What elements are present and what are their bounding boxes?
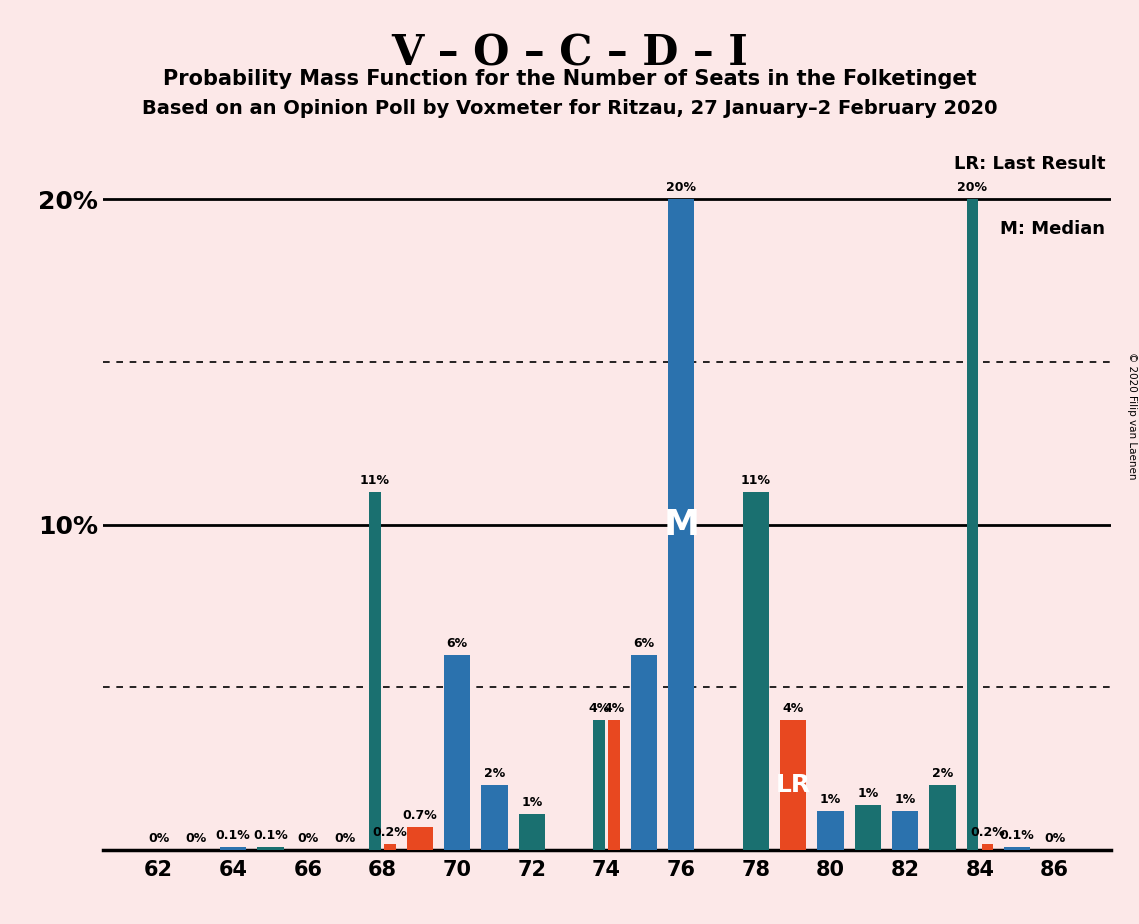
Text: 0.7%: 0.7% <box>402 809 437 822</box>
Text: 6%: 6% <box>446 637 468 650</box>
Bar <box>780 720 806 850</box>
Text: 20%: 20% <box>666 181 696 194</box>
Text: 1%: 1% <box>522 796 542 809</box>
Bar <box>631 655 657 850</box>
Bar <box>593 720 605 850</box>
Bar <box>444 655 470 850</box>
Text: 20%: 20% <box>958 181 988 194</box>
Bar <box>385 844 395 850</box>
Text: 0%: 0% <box>186 833 206 845</box>
Text: 0.2%: 0.2% <box>970 826 1005 839</box>
Bar <box>220 846 246 850</box>
Text: M: Median: M: Median <box>1000 220 1106 237</box>
Text: 0.2%: 0.2% <box>372 826 408 839</box>
Bar <box>929 785 956 850</box>
Text: 1%: 1% <box>894 793 916 806</box>
Bar <box>967 199 978 850</box>
Bar <box>608 720 620 850</box>
Text: 0.1%: 0.1% <box>1000 829 1034 842</box>
Text: 1%: 1% <box>858 786 878 799</box>
Text: 11%: 11% <box>360 474 390 487</box>
Text: 0.1%: 0.1% <box>215 829 251 842</box>
Text: 0.1%: 0.1% <box>253 829 288 842</box>
Bar <box>369 492 380 850</box>
Bar <box>407 827 433 850</box>
Text: 0%: 0% <box>1044 833 1065 845</box>
Text: M: M <box>663 507 699 541</box>
Text: Probability Mass Function for the Number of Seats in the Folketinget: Probability Mass Function for the Number… <box>163 69 976 90</box>
Text: 11%: 11% <box>740 474 771 487</box>
Text: 0%: 0% <box>148 833 169 845</box>
Text: LR: Last Result: LR: Last Result <box>954 155 1106 174</box>
Text: 4%: 4% <box>589 702 609 715</box>
Text: © 2020 Filip van Laenen: © 2020 Filip van Laenen <box>1126 352 1137 480</box>
Text: 2%: 2% <box>932 767 953 780</box>
Text: 0%: 0% <box>297 833 319 845</box>
Text: 1%: 1% <box>820 793 841 806</box>
Text: 4%: 4% <box>604 702 624 715</box>
Text: Based on an Opinion Poll by Voxmeter for Ritzau, 27 January–2 February 2020: Based on an Opinion Poll by Voxmeter for… <box>141 99 998 118</box>
Text: 4%: 4% <box>782 702 804 715</box>
Bar <box>482 785 508 850</box>
Bar <box>818 811 844 850</box>
Text: 6%: 6% <box>633 637 655 650</box>
Bar <box>854 805 880 850</box>
Bar <box>892 811 918 850</box>
Bar <box>982 844 993 850</box>
Text: LR: LR <box>776 773 811 797</box>
Bar <box>257 846 284 850</box>
Bar <box>1005 846 1031 850</box>
Bar <box>743 492 769 850</box>
Text: V – O – C – D – I: V – O – C – D – I <box>391 32 748 74</box>
Bar <box>518 814 544 850</box>
Text: 2%: 2% <box>484 767 505 780</box>
Text: 0%: 0% <box>335 833 355 845</box>
Bar <box>669 199 695 850</box>
